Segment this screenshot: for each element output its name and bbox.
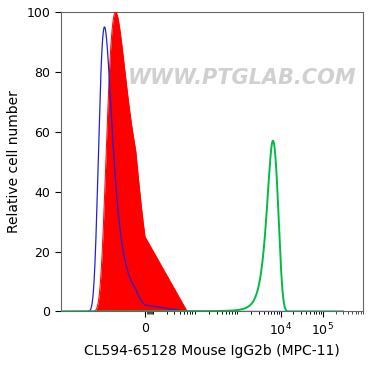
Text: WWW.PTGLAB.COM: WWW.PTGLAB.COM [128,68,356,88]
Y-axis label: Relative cell number: Relative cell number [7,90,21,233]
X-axis label: CL594-65128 Mouse IgG2b (MPC-11): CL594-65128 Mouse IgG2b (MPC-11) [84,344,340,358]
